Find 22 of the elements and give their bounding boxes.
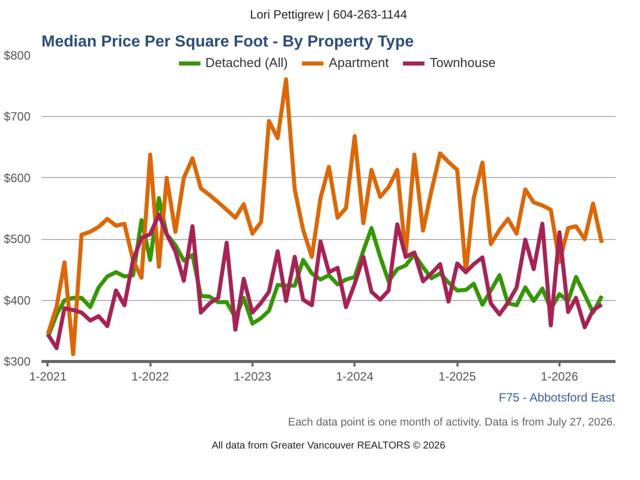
y-tick-label: $400 [4, 293, 31, 308]
y-tick-label: $800 [4, 48, 31, 62]
chart-title: Median Price Per Square Foot - By Property Type [42, 34, 414, 50]
legend-label: Apartment [328, 55, 389, 70]
x-tick-label: 1-2024 [336, 370, 374, 384]
text: All data from Greater Vancouver REALTORS © 2026 [212, 440, 446, 452]
y-tick-label: $600 [4, 170, 31, 185]
line-series [46, 212, 604, 350]
text: F75 - Abbotsford East [498, 390, 616, 404]
y-tick-label: $500 [4, 232, 31, 246]
x-tick-label: 1-2023 [234, 370, 272, 384]
text: Each data point is one month of activity. Data is from July 27, 2026. [288, 416, 616, 428]
legend-label: Detached (All) [205, 55, 288, 70]
legend-label: Townhouse [430, 55, 496, 70]
y-tick-label: $700 [4, 110, 31, 124]
x-tick-label: 1-2022 [132, 370, 170, 384]
x-tick-label: 1-2025 [438, 370, 476, 384]
chart-subtitle: Lori Pettigrew | 604-263-1144 [250, 8, 408, 22]
y-tick-label: $300 [4, 354, 31, 368]
line-series [46, 77, 604, 356]
x-tick-label: 1-2026 [540, 370, 578, 384]
x-tick-label: 1-2021 [29, 370, 67, 384]
